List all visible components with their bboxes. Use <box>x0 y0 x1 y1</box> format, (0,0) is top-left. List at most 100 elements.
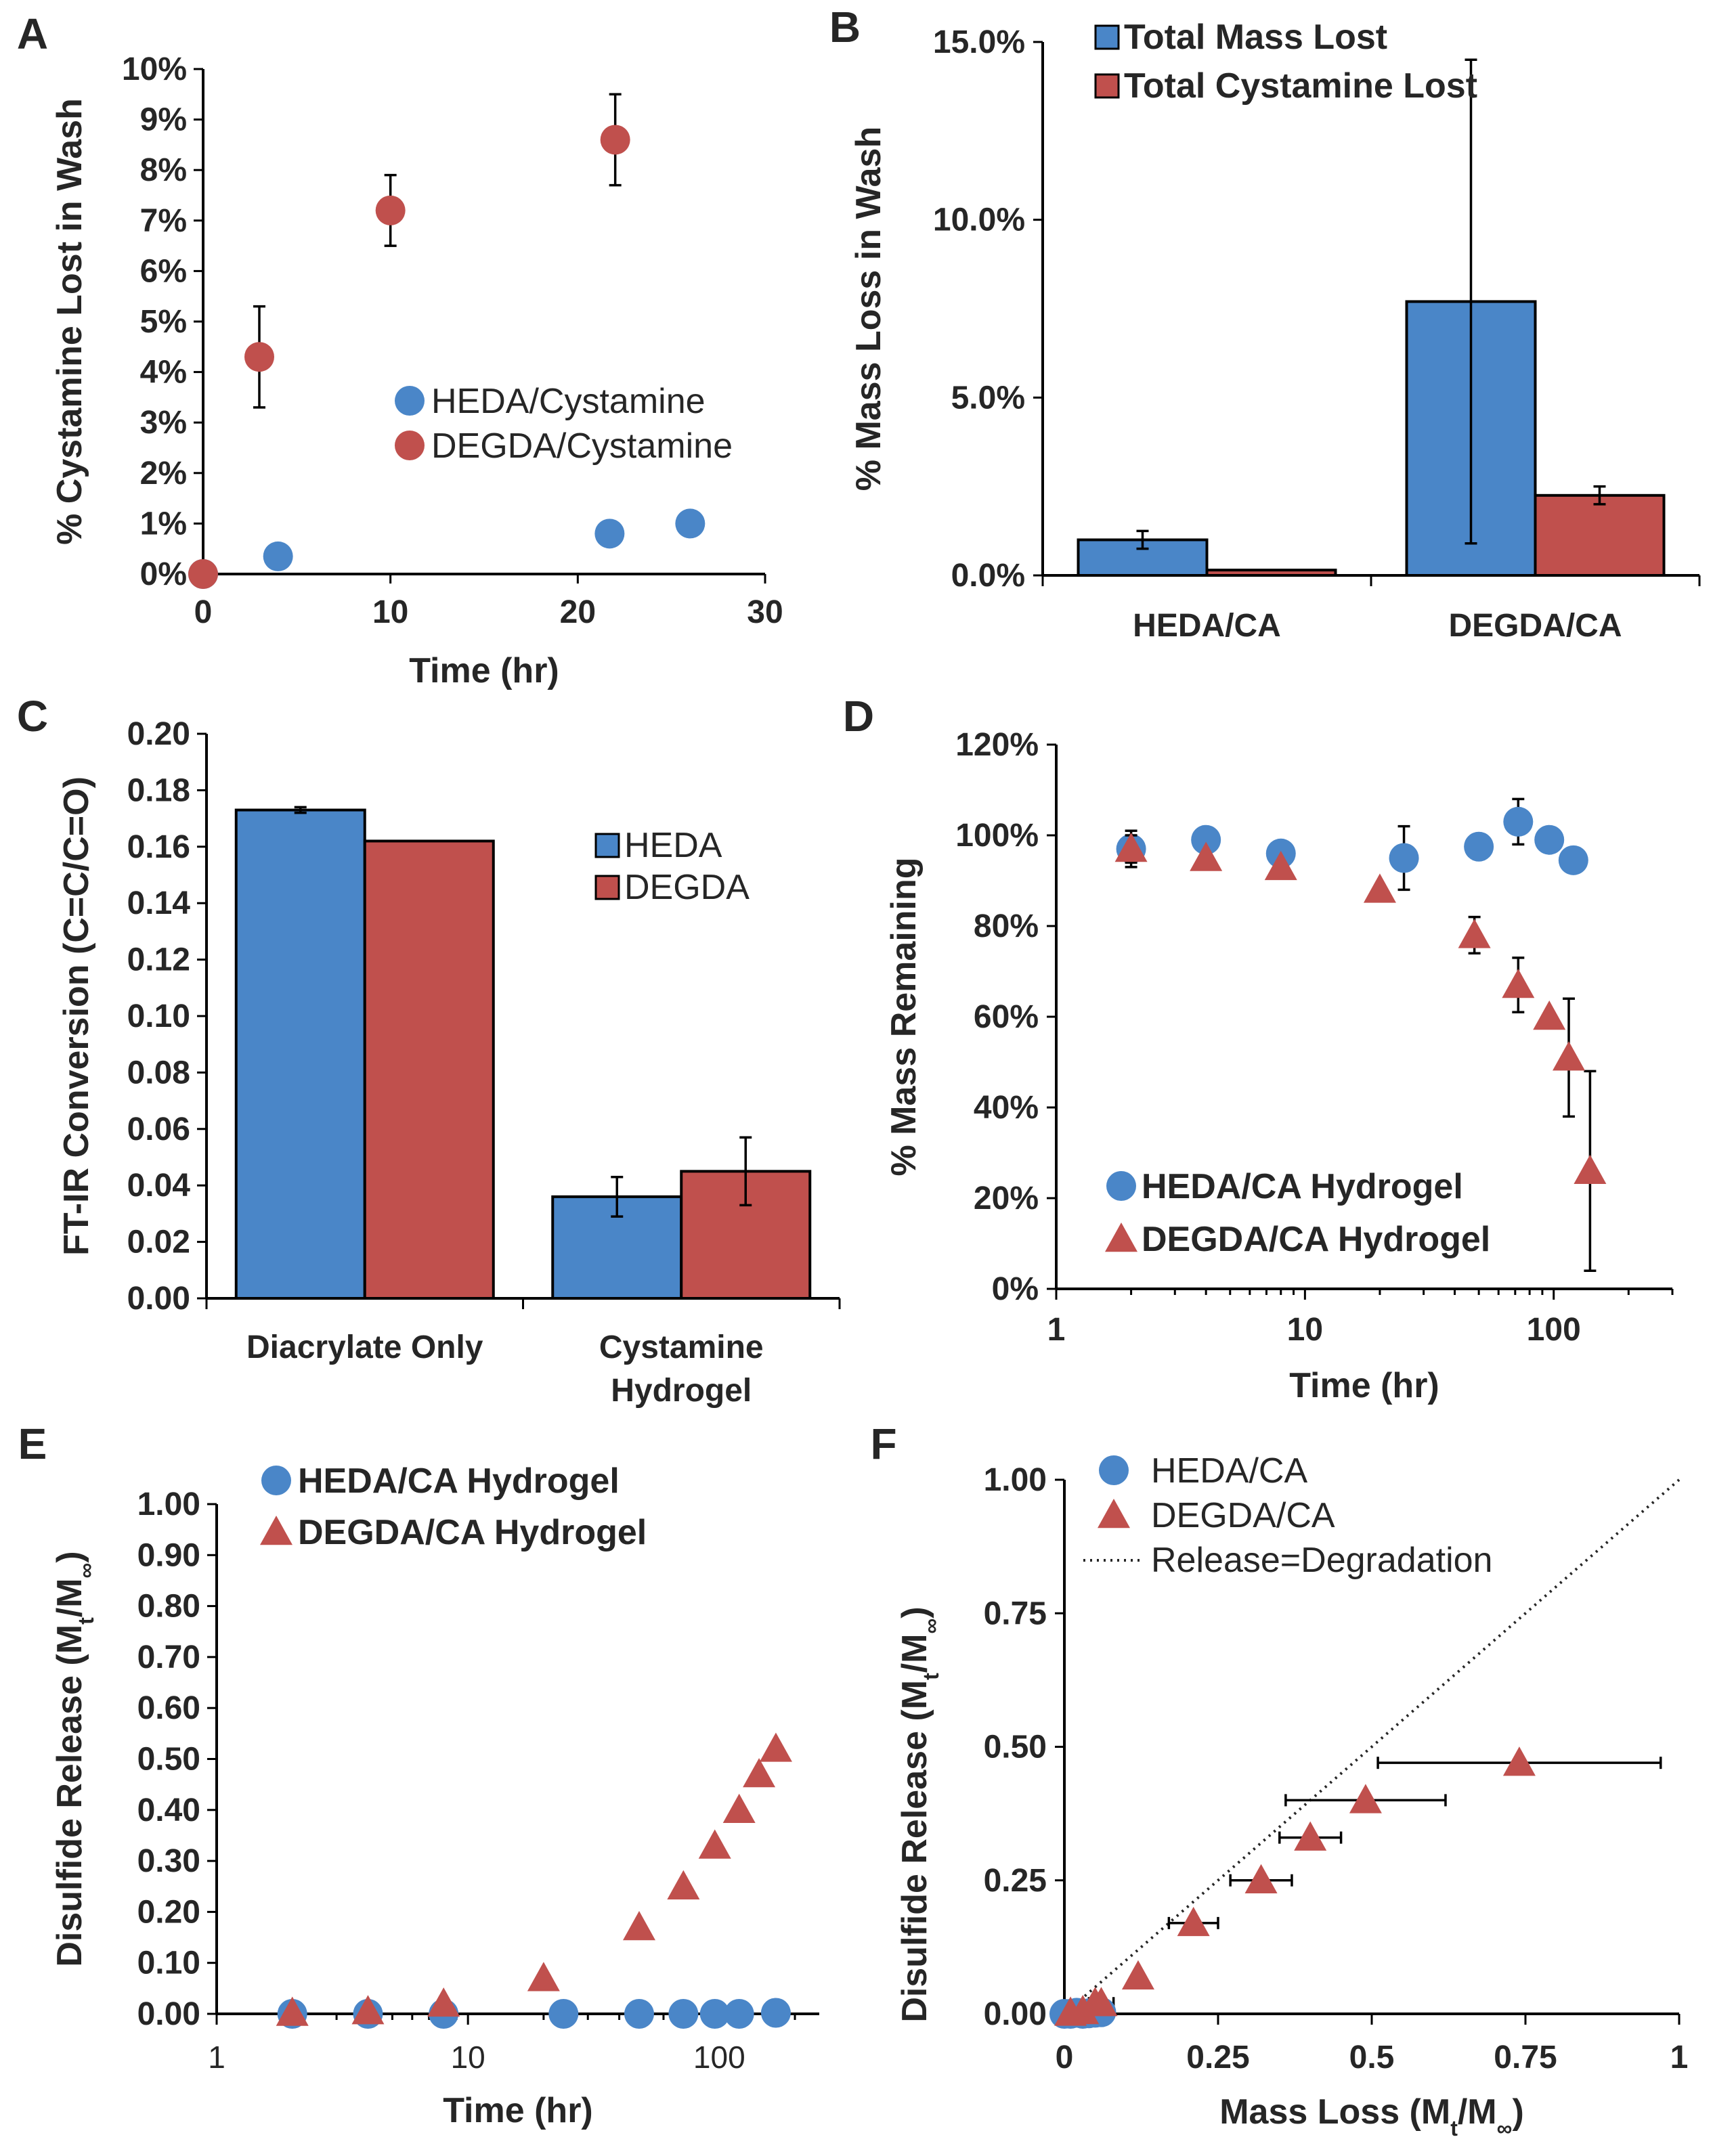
c-y-tick-label: 0.10 <box>127 998 190 1034</box>
b-category-label: HEDA/CA <box>1133 608 1281 644</box>
d-x-tick-label: 1 <box>1047 1312 1066 1348</box>
d-legend-label: DEGDA/CA Hydrogel <box>1142 1220 1490 1259</box>
d-point-degda <box>1533 1000 1566 1030</box>
a-legend-marker <box>395 431 425 460</box>
f-legend-marker <box>1098 1499 1130 1528</box>
d-point-heda <box>1191 824 1221 855</box>
panel-label-a: A <box>17 9 48 58</box>
f-y-tick-label: 1.00 <box>984 1462 1047 1498</box>
a-x-tick-label: 10 <box>372 594 408 630</box>
c-y-tick-label: 0.02 <box>127 1225 190 1260</box>
f-y-tick-label: 0.75 <box>984 1596 1047 1631</box>
f-x-tick-label: 1 <box>1670 2040 1689 2075</box>
a-y-tick-label: 7% <box>140 203 187 239</box>
a-x-axis-label: Time (hr) <box>409 651 559 690</box>
e-y-tick-label: 1.00 <box>137 1487 200 1522</box>
e-y-tick-label: 0.70 <box>137 1640 200 1675</box>
b-category-label: DEGDA/CA <box>1448 608 1622 644</box>
d-point-heda <box>1534 824 1565 855</box>
b-y-tick-label: 15.0% <box>933 24 1025 60</box>
b-bar-cystamine <box>1534 493 1666 577</box>
c-category-label: Cystamine <box>599 1329 764 1365</box>
f-y-tick-label: 0.50 <box>984 1730 1047 1765</box>
e-legend-label: HEDA/CA Hydrogel <box>298 1461 620 1501</box>
a-y-tick-label: 4% <box>140 355 187 391</box>
c-legend-label: HEDA <box>624 826 722 865</box>
a-point-degda <box>600 125 630 155</box>
d-point-degda <box>1264 850 1297 881</box>
e-point-degda <box>622 1910 655 1941</box>
f-y-axis-label: Disulfide Release (Mt/M∞) <box>895 1606 943 2022</box>
e-point-heda <box>699 1999 730 2029</box>
f-x-tick-label: 0.25 <box>1186 2040 1249 2075</box>
f-x-tick-label: 0.75 <box>1494 2040 1557 2075</box>
d-x-axis-label: Time (hr) <box>1289 1366 1439 1405</box>
chart-d: D 1 10 100 0% 20% 40% 60% 80% 100% 120% Time (hr) % … <box>843 692 1674 1405</box>
f-point-degda <box>1177 1906 1210 1937</box>
b-y-axis-label: % Mass Loss in Wash <box>849 127 888 491</box>
f-point-degda <box>1294 1821 1327 1851</box>
a-legend-label: DEGDA/Cystamine <box>431 426 733 466</box>
b-y-tick-label: 10.0% <box>933 202 1025 238</box>
f-point-degda <box>1349 1784 1382 1813</box>
f-legend-marker <box>1099 1455 1129 1485</box>
a-x-tick-label: 30 <box>747 594 783 630</box>
f-x-axis-label: Mass Loss (Mt/M∞) <box>1219 2092 1524 2140</box>
e-y-axis-label: Disulfide Release (Mt/M∞) <box>50 1551 98 1966</box>
chart-f: F 0 0.25 0.5 0.75 1 0.00 0.25 0.50 0.75 1.00 Mass L… <box>870 1420 1688 2140</box>
b-legend-label: Total Mass Lost <box>1124 18 1387 57</box>
a-x-tick-label: 20 <box>560 594 596 630</box>
a-y-tick-label: 0% <box>140 556 187 592</box>
d-point-degda <box>1190 841 1223 871</box>
e-point-heda <box>724 1999 754 2029</box>
c-category-label: Diacrylate Only <box>246 1329 483 1365</box>
b-y-tick-label: 5.0% <box>951 380 1025 416</box>
e-legend-marker <box>260 1516 292 1545</box>
c-y-axis-label: FT-IR Conversion (C=C/C=O) <box>57 776 96 1256</box>
c-y-tick-label: 0.20 <box>127 716 190 752</box>
d-y-tick-label: 80% <box>974 908 1039 944</box>
c-bar-heda <box>234 808 366 1300</box>
panel-label-d: D <box>843 692 874 741</box>
d-point-heda <box>1464 831 1494 862</box>
e-point-degda <box>743 1758 776 1788</box>
chart-b: B HEDA/CA DEGDA/CA 0.0% 5.0% 10.0% 15.0% % Mass… <box>829 3 1701 644</box>
c-y-tick-label: 0.12 <box>127 942 190 978</box>
e-point-degda <box>427 1987 460 2017</box>
f-point-degda <box>1121 1960 1154 1989</box>
a-y-tick-label: 3% <box>140 405 187 441</box>
e-point-heda <box>760 1998 791 2028</box>
d-legend-label: HEDA/CA Hydrogel <box>1142 1167 1463 1206</box>
e-x-axis-label: Time (hr) <box>443 2091 593 2130</box>
chart-e: E 1 10 100 0.00 0.10 0.20 0.30 0.40 0.50 0.60 0.70 0… <box>18 1420 819 2130</box>
a-legend-label: HEDA/Cystamine <box>431 382 706 421</box>
f-x-tick-label: 0 <box>1056 2040 1074 2075</box>
e-x-tick-label: 10 <box>451 2040 485 2075</box>
a-point-degda <box>188 559 218 589</box>
b-legend-swatch <box>1094 73 1120 99</box>
d-legend-marker <box>1105 1223 1137 1252</box>
e-y-tick-label: 0.30 <box>137 1843 200 1879</box>
b-y-tick-label: 0.0% <box>951 558 1025 594</box>
chart-a: A 0% 1% 2% 3% 4% 5% 6% 7% 8% 9% 10% 0 10 20 30 Time (hr)… <box>17 9 783 690</box>
panel-label-b: B <box>829 3 861 51</box>
c-category-label: Hydrogel <box>611 1373 752 1409</box>
f-x-tick-label: 0.5 <box>1349 2040 1395 2075</box>
c-y-tick-label: 0.16 <box>127 829 190 865</box>
e-y-tick-label: 0.90 <box>137 1537 200 1573</box>
a-y-tick-label: 9% <box>140 102 187 138</box>
c-y-tick-label: 0.18 <box>127 772 190 808</box>
e-y-tick-label: 0.80 <box>137 1589 200 1625</box>
c-legend-swatch <box>594 833 620 858</box>
chart-c: C Diacrylate Only Cystamine Hydrogel 0.00 0.0… <box>17 692 841 1409</box>
c-legend-label: DEGDA <box>624 868 750 907</box>
d-y-tick-label: 20% <box>974 1181 1039 1216</box>
e-y-tick-label: 0.20 <box>137 1894 200 1930</box>
d-point-heda <box>1503 806 1534 837</box>
a-y-axis-label: % Cystamine Lost in Wash <box>50 98 89 545</box>
e-y-tick-label: 0.00 <box>137 1996 200 2032</box>
e-point-degda <box>759 1732 792 1762</box>
a-point-heda <box>263 541 293 571</box>
a-point-degda <box>244 342 274 372</box>
d-y-tick-label: 120% <box>955 727 1039 763</box>
